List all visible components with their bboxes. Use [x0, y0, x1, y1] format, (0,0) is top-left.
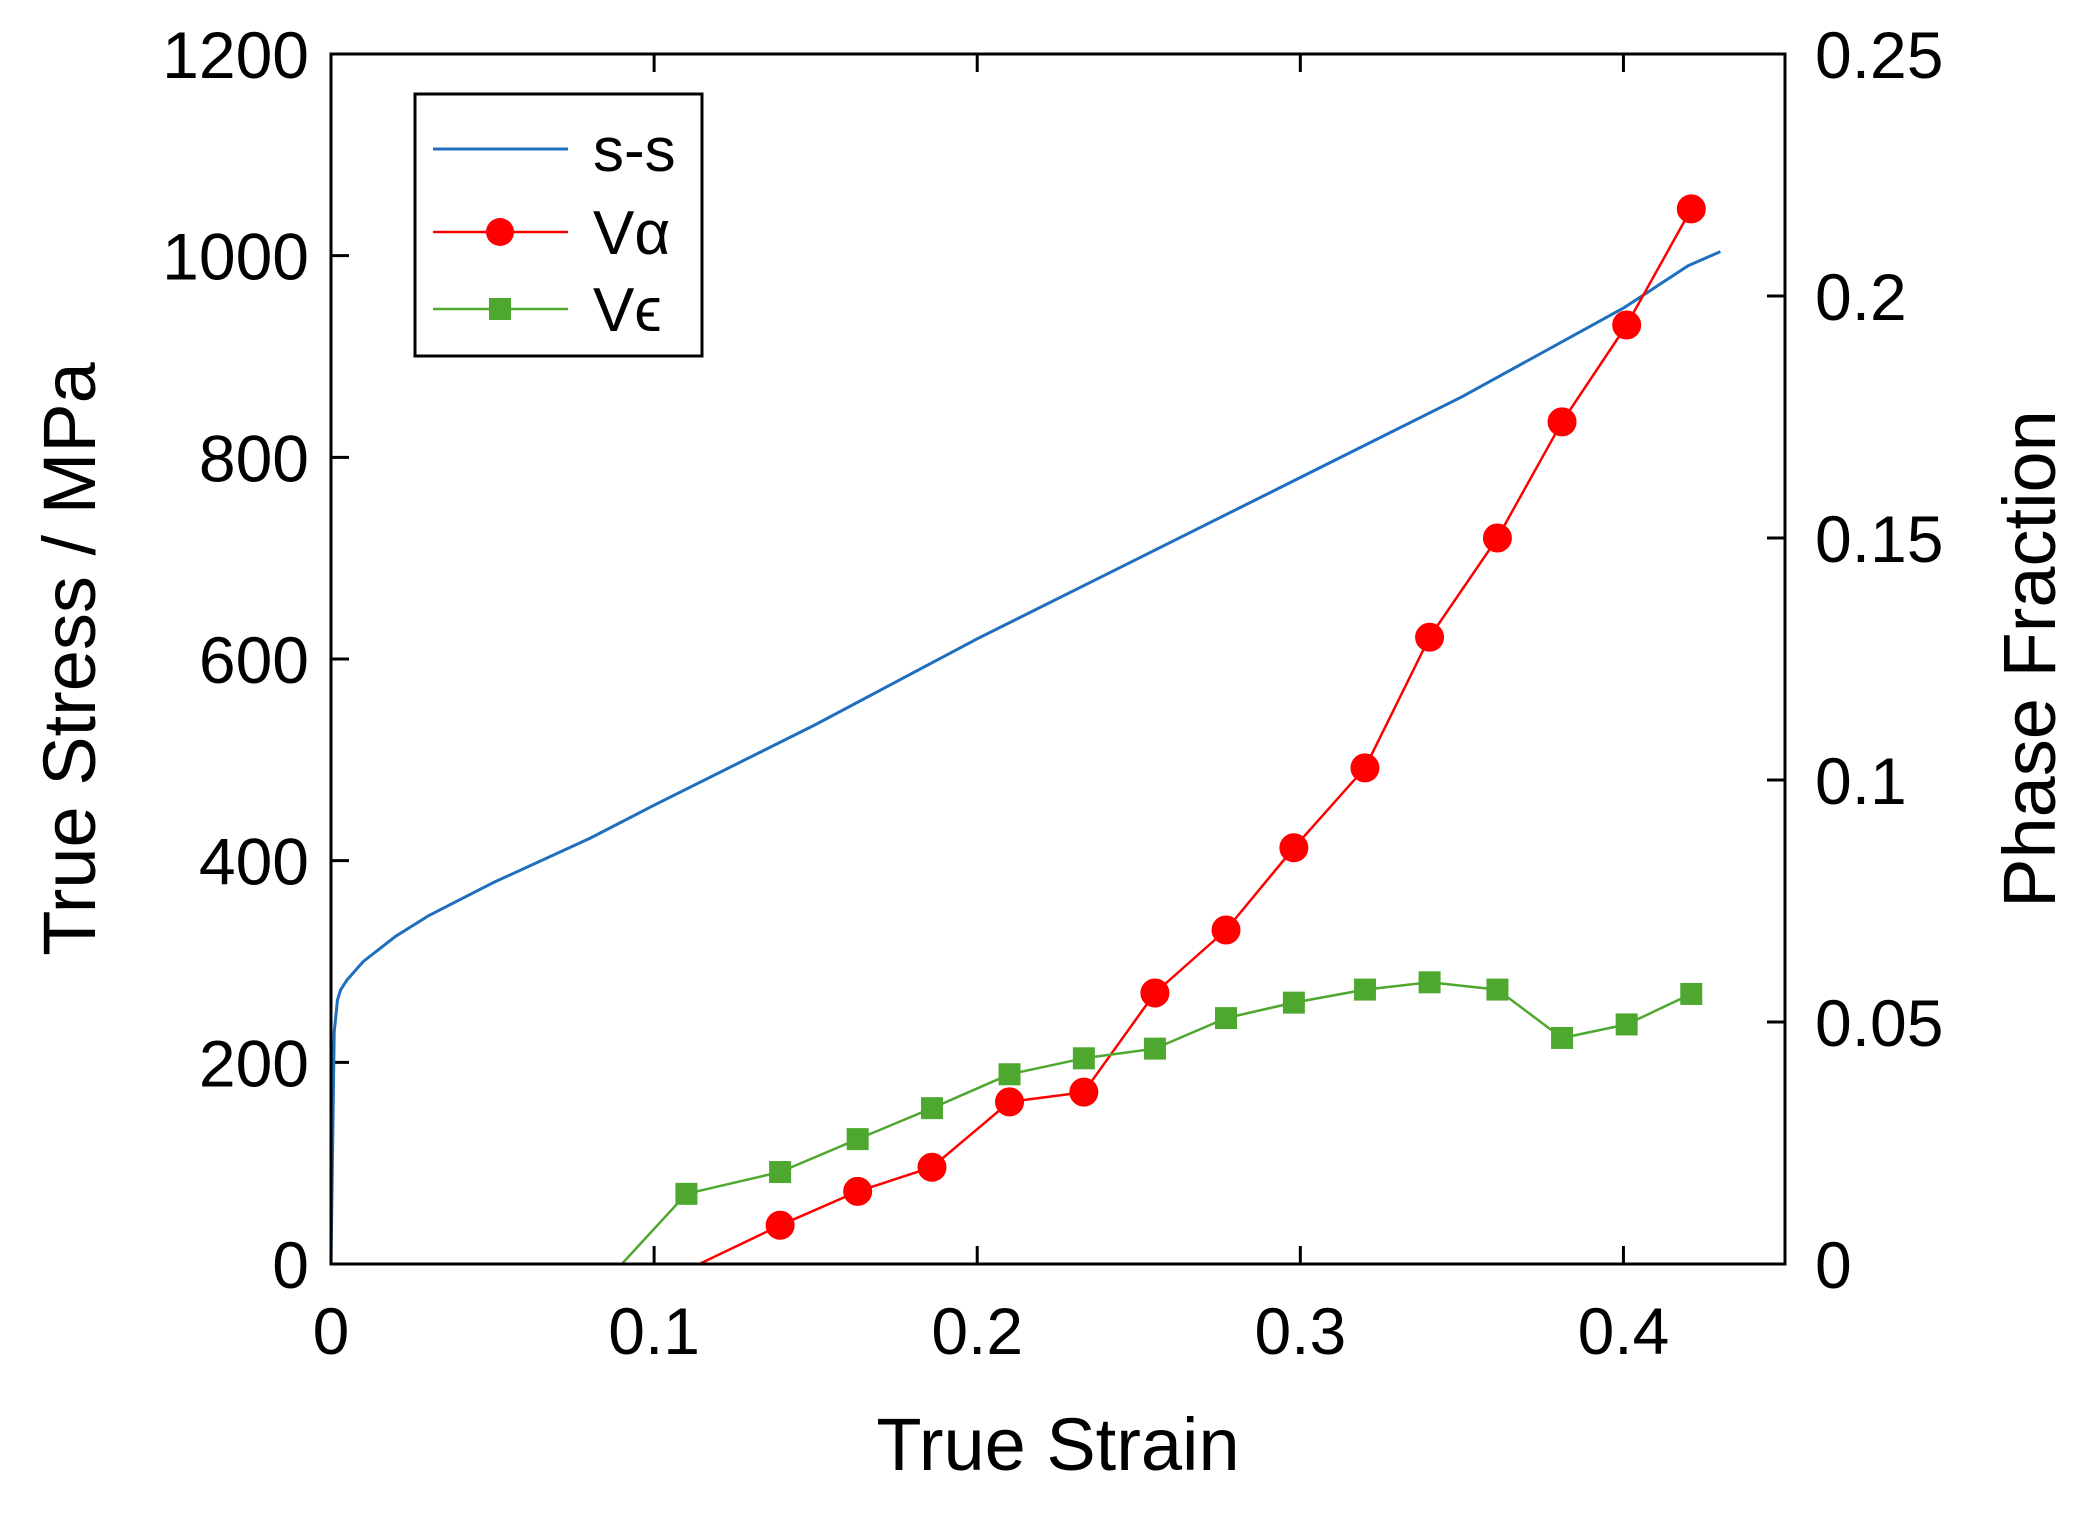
data-point — [1418, 971, 1441, 994]
x-tick-label: 0.1 — [608, 1294, 700, 1368]
y-right-axis-title: Phase Fraction — [1988, 410, 2071, 908]
data-point — [1211, 915, 1241, 945]
data-point — [769, 1161, 792, 1184]
legend-swatch-marker — [489, 298, 511, 320]
data-point — [843, 1176, 873, 1206]
y-left-tick-label: 600 — [199, 623, 309, 697]
plot-frame — [329, 52, 1787, 1266]
y-left-tick-label: 200 — [199, 1026, 309, 1100]
y-right-tick-label: 0.25 — [1815, 18, 1943, 92]
data-point — [846, 1128, 869, 1151]
x-tick-label: 0.4 — [1578, 1294, 1670, 1368]
data-point — [1353, 978, 1376, 1001]
legend-entry-1: Vα — [433, 199, 670, 268]
legend-entry-2: Vϵ — [433, 276, 662, 345]
data-point — [995, 1087, 1025, 1117]
series-layer — [329, 194, 1722, 1266]
x-tick-label: 0.3 — [1254, 1294, 1346, 1368]
legend-swatch-marker — [486, 218, 514, 246]
y-right-tick-label: 0.15 — [1815, 502, 1943, 576]
data-point — [1615, 1013, 1638, 1036]
frame-layer — [329, 52, 1787, 1266]
data-point — [1279, 833, 1309, 863]
data-point — [1486, 978, 1509, 1001]
data-point — [1612, 310, 1642, 340]
y-left-tick-label: 800 — [199, 421, 309, 495]
y-right-tick-label: 0.2 — [1815, 260, 1907, 334]
legend-label: Vϵ — [593, 276, 662, 345]
data-point — [1143, 1037, 1166, 1060]
data-point — [1415, 622, 1445, 652]
legend-label: Vα — [593, 199, 670, 268]
legend-box — [413, 92, 704, 358]
y-left-axis-title: True Stress / MPa — [28, 361, 111, 955]
y-right-tick-label: 0.1 — [1815, 744, 1907, 818]
y-left-tick-label: 1200 — [162, 18, 309, 92]
data-point — [1350, 753, 1380, 783]
data-point — [765, 1210, 795, 1240]
series-line-0 — [329, 250, 1722, 1265]
data-point — [1072, 1047, 1095, 1070]
data-point — [1069, 1077, 1099, 1107]
data-point — [1547, 407, 1577, 437]
data-point — [1680, 982, 1703, 1005]
series-line-1 — [331, 208, 1693, 1266]
x-tick-label: 0 — [313, 1294, 350, 1368]
data-point — [1676, 194, 1706, 224]
y-right-tick-label: 0.05 — [1815, 986, 1943, 1060]
data-point — [917, 1152, 947, 1182]
data-point — [998, 1063, 1021, 1086]
series-2 — [331, 971, 1703, 1266]
y-left-tick-label: 1000 — [162, 220, 309, 294]
data-point — [1551, 1026, 1574, 1049]
series-1 — [331, 194, 1706, 1266]
series-0 — [329, 250, 1722, 1265]
y-right-tick-label: 0 — [1815, 1228, 1852, 1302]
legend-entry-0: s-s — [433, 116, 676, 185]
x-axis-title: True Strain — [876, 1403, 1239, 1486]
series-line-2 — [331, 981, 1692, 1266]
legend-label: s-s — [593, 116, 676, 185]
axes-layer: 0 0.1 0.2 0.3 0.4 0 200 400 600 800 1000 1200 0 0.05 0… — [28, 18, 2071, 1486]
data-point — [1282, 991, 1305, 1014]
x-tick-label: 0.2 — [931, 1294, 1023, 1368]
data-point — [1140, 978, 1170, 1008]
data-point — [1482, 523, 1512, 553]
data-point — [675, 1182, 698, 1205]
data-point — [1215, 1007, 1238, 1030]
data-point — [920, 1097, 943, 1120]
y-left-tick-label: 400 — [199, 825, 309, 899]
y-left-tick-label: 0 — [272, 1228, 309, 1302]
legend: s-s Vα Vϵ — [413, 92, 704, 358]
